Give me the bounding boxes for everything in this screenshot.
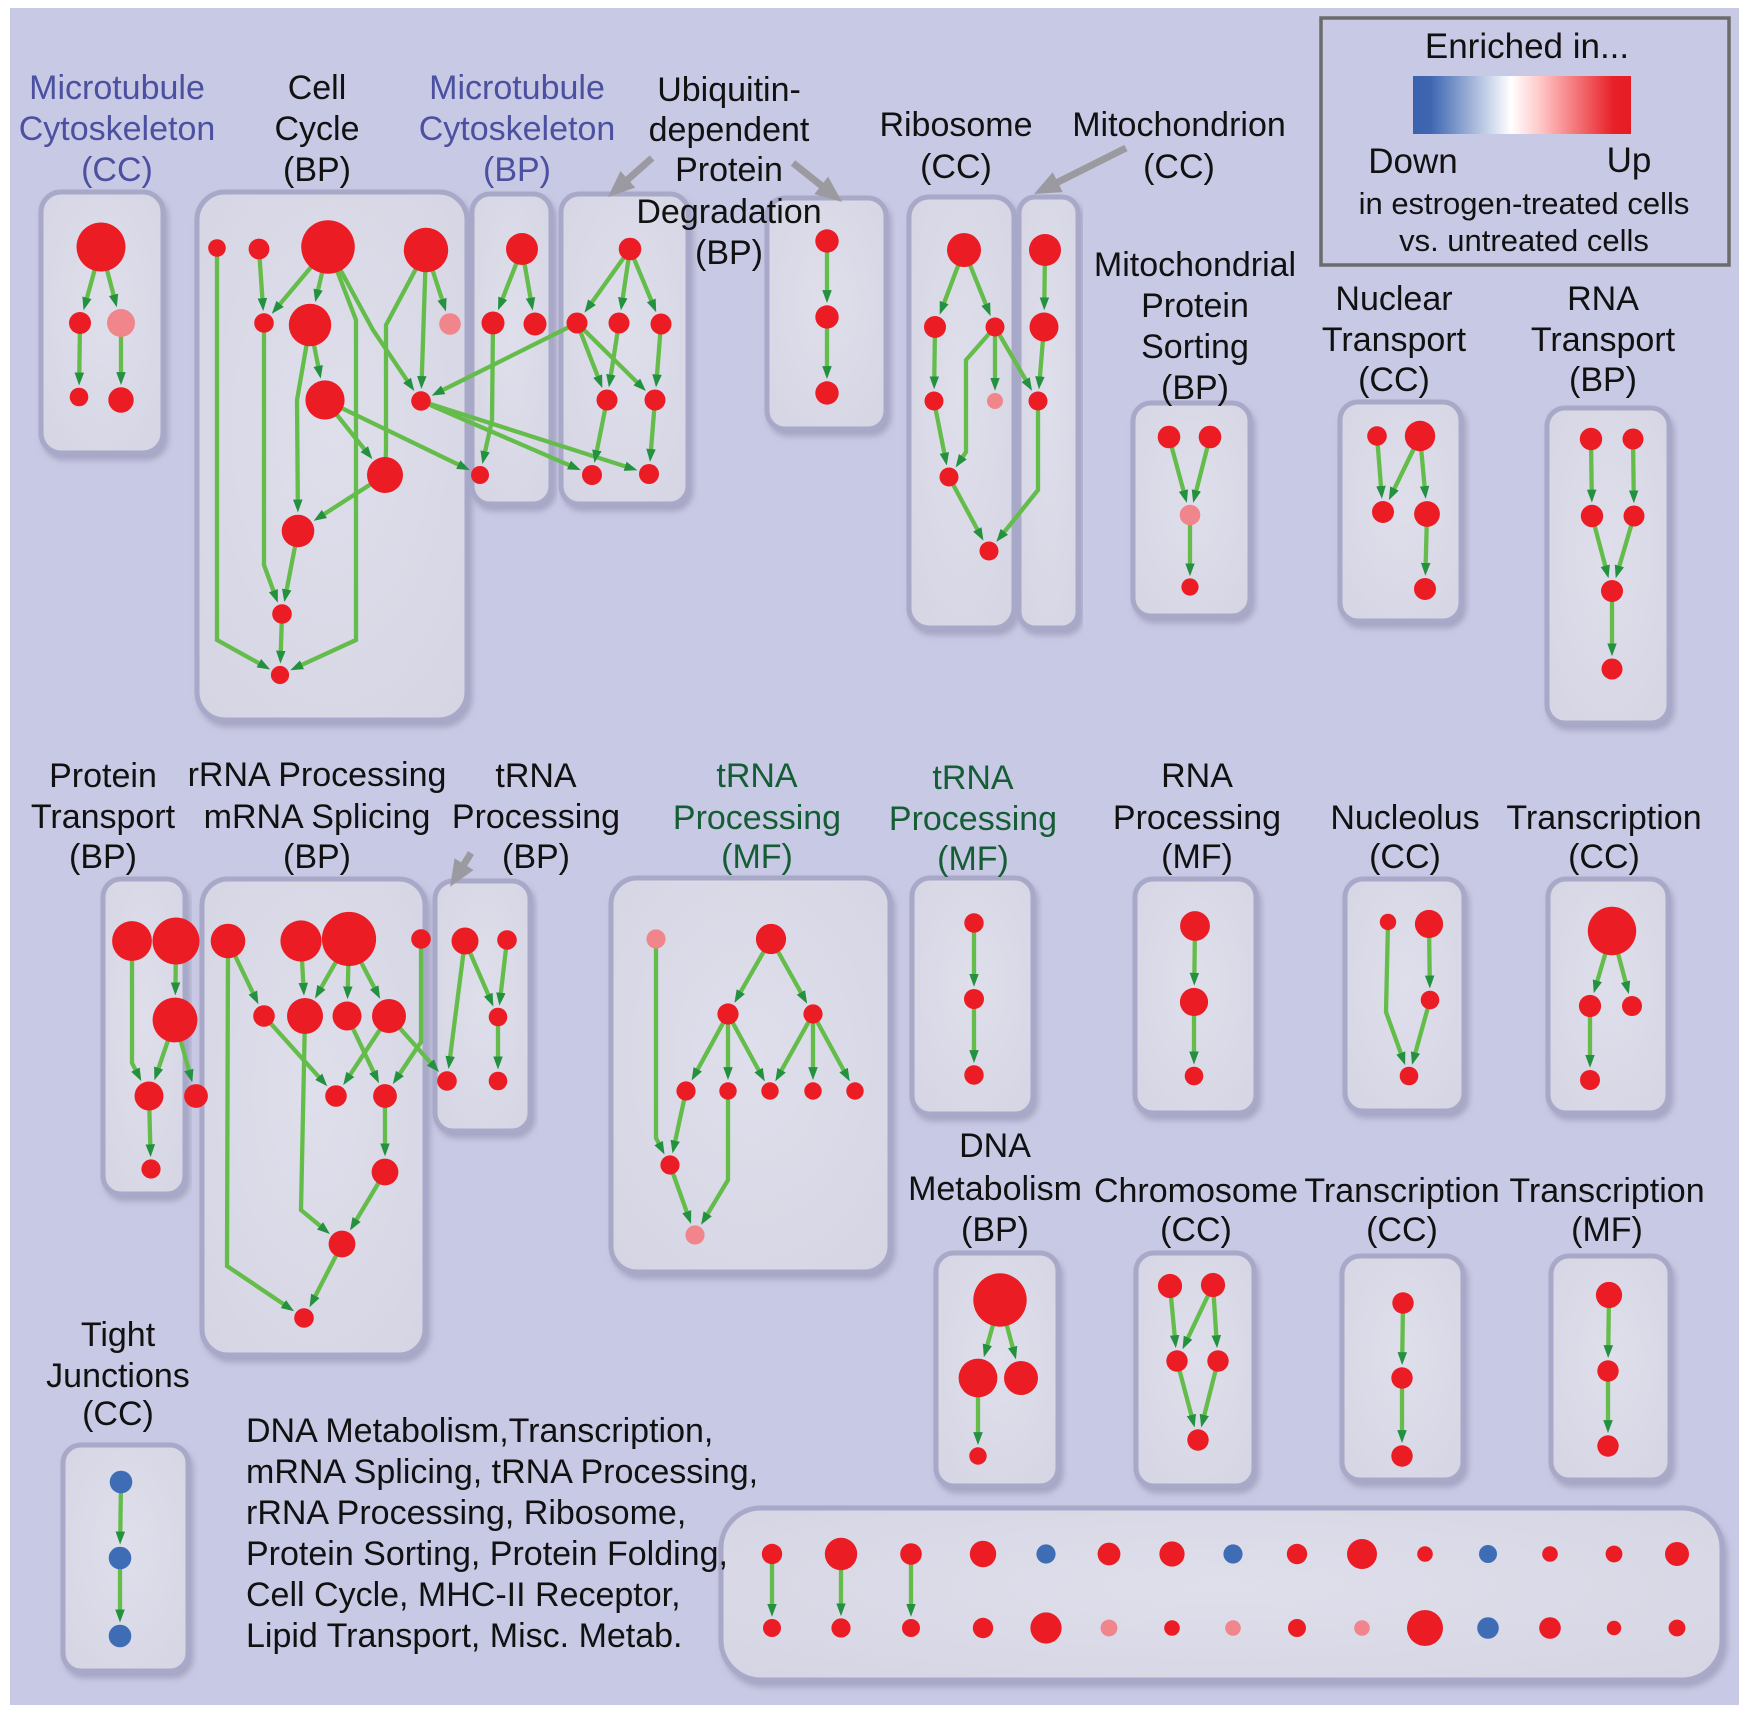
svg-text:Processing: Processing bbox=[889, 800, 1057, 838]
svg-text:Chromosome: Chromosome bbox=[1094, 1172, 1298, 1210]
svg-text:Transport: Transport bbox=[31, 798, 176, 836]
svg-text:(CC): (CC) bbox=[1568, 838, 1640, 876]
svg-text:(CC): (CC) bbox=[1369, 838, 1441, 876]
svg-text:(BP): (BP) bbox=[1569, 361, 1637, 399]
svg-text:Cytoskeleton: Cytoskeleton bbox=[419, 110, 616, 148]
svg-text:(BP): (BP) bbox=[69, 838, 137, 876]
svg-text:mRNA Splicing, tRNA Processing: mRNA Splicing, tRNA Processing, bbox=[246, 1453, 758, 1491]
svg-text:Transcription: Transcription bbox=[1304, 1172, 1499, 1210]
svg-text:RNA: RNA bbox=[1161, 757, 1233, 795]
svg-text:Processing: Processing bbox=[452, 798, 620, 836]
svg-text:Enriched in...: Enriched in... bbox=[1425, 27, 1629, 66]
svg-text:(CC): (CC) bbox=[1358, 361, 1430, 399]
svg-text:Ribosome: Ribosome bbox=[879, 106, 1032, 144]
svg-text:Sorting: Sorting bbox=[1141, 328, 1249, 366]
svg-text:Processing: Processing bbox=[1113, 799, 1281, 837]
svg-text:(MF): (MF) bbox=[721, 838, 793, 876]
svg-text:tRNA: tRNA bbox=[932, 759, 1014, 797]
svg-text:DNA Metabolism,Transcription,: DNA Metabolism,Transcription, bbox=[246, 1412, 713, 1450]
svg-text:(CC): (CC) bbox=[81, 151, 153, 189]
svg-text:Transport: Transport bbox=[1531, 321, 1676, 359]
svg-text:Nuclear: Nuclear bbox=[1335, 280, 1452, 318]
svg-text:rRNA Processing: rRNA Processing bbox=[188, 756, 447, 794]
svg-text:Ubiquitin-: Ubiquitin- bbox=[657, 71, 801, 109]
svg-text:Transport: Transport bbox=[1322, 321, 1467, 359]
svg-text:Protein: Protein bbox=[1141, 287, 1249, 325]
svg-text:(CC): (CC) bbox=[1366, 1211, 1438, 1249]
svg-text:(MF): (MF) bbox=[1161, 838, 1233, 876]
svg-text:Up: Up bbox=[1607, 141, 1652, 180]
svg-text:(BP): (BP) bbox=[483, 151, 551, 189]
svg-text:tRNA: tRNA bbox=[495, 757, 577, 795]
svg-text:tRNA: tRNA bbox=[716, 757, 798, 795]
svg-text:Cycle: Cycle bbox=[274, 110, 359, 148]
svg-text:Mitochondrial: Mitochondrial bbox=[1094, 246, 1296, 284]
svg-text:mRNA Splicing: mRNA Splicing bbox=[204, 798, 431, 836]
svg-text:Protein: Protein bbox=[49, 757, 157, 795]
svg-text:(CC): (CC) bbox=[920, 148, 992, 186]
svg-text:Transcription: Transcription bbox=[1509, 1172, 1704, 1210]
svg-text:(BP): (BP) bbox=[961, 1211, 1029, 1249]
svg-text:(MF): (MF) bbox=[1571, 1211, 1643, 1249]
svg-text:(MF): (MF) bbox=[937, 840, 1009, 878]
svg-text:(BP): (BP) bbox=[1161, 369, 1229, 407]
svg-text:dependent: dependent bbox=[649, 111, 810, 149]
svg-text:Tight: Tight bbox=[81, 1316, 156, 1354]
svg-text:Cell Cycle, MHC-II Receptor,: Cell Cycle, MHC-II Receptor, bbox=[246, 1576, 681, 1614]
svg-text:(CC): (CC) bbox=[1143, 148, 1215, 186]
svg-text:Microtubule: Microtubule bbox=[29, 69, 205, 107]
svg-text:Degradation: Degradation bbox=[636, 193, 821, 231]
svg-text:(BP): (BP) bbox=[283, 838, 351, 876]
svg-text:Cytoskeleton: Cytoskeleton bbox=[19, 110, 216, 148]
svg-text:in estrogen-treated cells: in estrogen-treated cells bbox=[1359, 186, 1690, 221]
svg-text:Down: Down bbox=[1368, 142, 1457, 181]
svg-text:(BP): (BP) bbox=[283, 151, 351, 189]
svg-text:RNA: RNA bbox=[1567, 280, 1639, 318]
svg-text:Nucleolus: Nucleolus bbox=[1330, 799, 1479, 837]
svg-text:Transcription: Transcription bbox=[1506, 799, 1701, 837]
svg-text:Junctions: Junctions bbox=[46, 1357, 190, 1395]
svg-text:Metabolism: Metabolism bbox=[908, 1170, 1082, 1208]
svg-text:Microtubule: Microtubule bbox=[429, 69, 605, 107]
svg-text:rRNA Processing, Ribosome,: rRNA Processing, Ribosome, bbox=[246, 1494, 686, 1532]
svg-text:Mitochondrion: Mitochondrion bbox=[1072, 106, 1286, 144]
svg-text:vs. untreated cells: vs. untreated cells bbox=[1399, 223, 1649, 258]
svg-text:Cell: Cell bbox=[288, 69, 347, 107]
svg-text:(BP): (BP) bbox=[502, 838, 570, 876]
svg-text:(BP): (BP) bbox=[695, 234, 763, 272]
svg-text:(CC): (CC) bbox=[1160, 1211, 1232, 1249]
svg-text:DNA: DNA bbox=[959, 1127, 1031, 1165]
svg-text:Processing: Processing bbox=[673, 799, 841, 837]
svg-text:Protein: Protein bbox=[675, 151, 783, 189]
svg-text:Protein Sorting, Protein Foldi: Protein Sorting, Protein Folding, bbox=[246, 1535, 728, 1573]
svg-text:Lipid Transport, Misc. Metab.: Lipid Transport, Misc. Metab. bbox=[246, 1617, 683, 1655]
svg-text:(CC): (CC) bbox=[82, 1395, 154, 1433]
